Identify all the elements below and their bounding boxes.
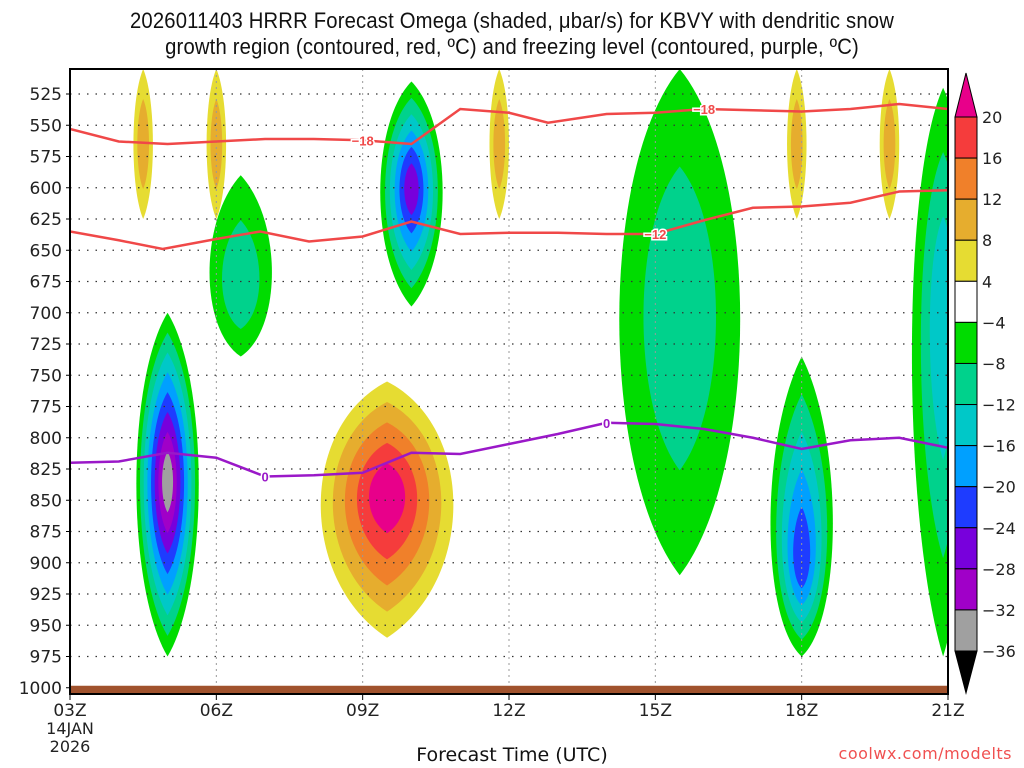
colorbar-max-arrow xyxy=(954,72,978,118)
colorbar-bin xyxy=(954,157,978,200)
colorbar-label: −36 xyxy=(982,642,1016,661)
y-tick-label: 950 xyxy=(30,616,62,636)
colorbar-bin xyxy=(954,568,978,611)
dgz-contour-minus18 xyxy=(70,102,948,146)
axes: 525 550 575 600 625 650 675 700 725 750 775 800 825 8… xyxy=(19,68,965,756)
x-tick-label: 03Z xyxy=(53,701,86,721)
y-tick-label: 625 xyxy=(30,210,62,230)
chart-title-line2: growth region (contoured, red, ºC) and f… xyxy=(165,34,859,59)
terrain xyxy=(70,685,948,694)
y-tick-label: 550 xyxy=(30,116,62,136)
contours: −18 −18 −12 0 0 xyxy=(70,101,948,486)
x-start-date-label: 2026 xyxy=(50,737,91,756)
omega-region-upward-motion-06z-upper xyxy=(222,220,260,329)
colorbar-min-arrow xyxy=(954,650,978,695)
terrain-fill xyxy=(70,685,948,694)
y-tick-label: 850 xyxy=(30,491,62,511)
colorbar-label: −16 xyxy=(982,437,1016,456)
colorbar-bin xyxy=(954,198,978,241)
colorbar-bin xyxy=(954,239,978,282)
x-tick-label: 15Z xyxy=(639,701,672,721)
freezing-level-contour-label: 0 xyxy=(603,416,610,431)
colorbar: 20 16 12 8 4 −4 −8 −12 −16 −20 −24 −28 −32 −36 xyxy=(954,72,1016,695)
colorbar-bin xyxy=(954,280,978,323)
omega-region-downward-motion-09z-10z xyxy=(368,463,406,534)
colorbar-label: −8 xyxy=(982,354,1006,373)
colorbar-bin xyxy=(954,445,978,488)
y-tick-label: 1000 xyxy=(19,679,62,699)
omega-region-upward-motion-21z-edge xyxy=(929,216,948,461)
colorbar-bin xyxy=(954,116,978,159)
y-tick-label: 650 xyxy=(30,241,62,261)
omega-region-sinking-lobes-upper xyxy=(210,99,223,189)
x-tick-label: 06Z xyxy=(200,701,233,721)
y-tick-label: 750 xyxy=(30,366,62,386)
omega-region-strong-upward-motion-06z xyxy=(162,451,174,513)
omega-region-sinking-lobes-upper xyxy=(493,99,506,189)
omega-region-sinking-lobes-upper xyxy=(790,99,803,189)
dgz-contour-minus18-label: −18 xyxy=(693,102,715,117)
x-axis-label: Forecast Time (UTC) xyxy=(416,744,608,766)
colorbar-bin xyxy=(954,609,978,652)
colorbar-label: 4 xyxy=(982,272,992,291)
colorbar-label: 12 xyxy=(982,190,1002,209)
x-tick-label: 18Z xyxy=(785,701,818,721)
y-tick-label: 600 xyxy=(30,179,62,199)
y-tick-label: 900 xyxy=(30,554,62,574)
colorbar-label: −12 xyxy=(982,396,1016,415)
y-tick-label: 875 xyxy=(30,523,62,543)
y-tick-label: 800 xyxy=(30,429,62,449)
chart-title-line1: 2026011403 HRRR Forecast Omega (shaded, … xyxy=(129,8,895,33)
x-tick-label: 21Z xyxy=(931,701,964,721)
colorbar-label: −28 xyxy=(982,560,1016,579)
x-start-date-label: 14JAN xyxy=(46,719,94,738)
colorbar-label: 16 xyxy=(982,149,1002,168)
dgz-contour-minus18-label: −18 xyxy=(352,133,374,148)
colorbar-label: −32 xyxy=(982,601,1016,620)
omega-region-upward-motion-18z xyxy=(793,506,811,589)
omega-shading xyxy=(133,69,948,657)
colorbar-bin xyxy=(954,486,978,529)
watermark: coolwx.com/modelts xyxy=(838,744,1012,763)
x-tick-label: 09Z xyxy=(346,701,379,721)
x-tick-label: 12Z xyxy=(492,701,525,721)
y-tick-label: 575 xyxy=(30,148,62,168)
dgz-contour-minus12 xyxy=(70,189,948,251)
y-tick-label: 525 xyxy=(30,85,62,105)
y-tick-label: 725 xyxy=(30,335,62,355)
y-tick-label: 775 xyxy=(30,398,62,418)
colorbar-bin xyxy=(954,362,978,406)
freezing-level-contour xyxy=(70,421,948,478)
y-tick-label: 825 xyxy=(30,460,62,480)
colorbar-label: −4 xyxy=(982,313,1006,332)
y-tick-label: 675 xyxy=(30,273,62,293)
freezing-level-contour-label: 0 xyxy=(261,470,268,485)
colorbar-bin xyxy=(954,321,978,364)
omega-region-broad-upward-motion-15z xyxy=(643,166,716,471)
omega-region-upward-motion-10z xyxy=(404,163,419,216)
colorbar-label: 20 xyxy=(982,108,1002,127)
colorbar-bin xyxy=(954,404,978,447)
y-tick-label: 700 xyxy=(30,304,62,324)
chart-title: 2026011403 HRRR Forecast Omega (shaded, … xyxy=(41,8,983,60)
omega-region-sinking-lobes-upper xyxy=(883,99,896,189)
colorbar-label: −20 xyxy=(982,478,1016,497)
y-tick-label: 975 xyxy=(30,648,62,668)
y-tick-label: 925 xyxy=(30,585,62,605)
colorbar-bin xyxy=(954,527,978,570)
colorbar-label: 8 xyxy=(982,231,992,250)
dgz-contour-minus12-label: −12 xyxy=(644,227,666,242)
colorbar-label: −24 xyxy=(982,519,1016,538)
